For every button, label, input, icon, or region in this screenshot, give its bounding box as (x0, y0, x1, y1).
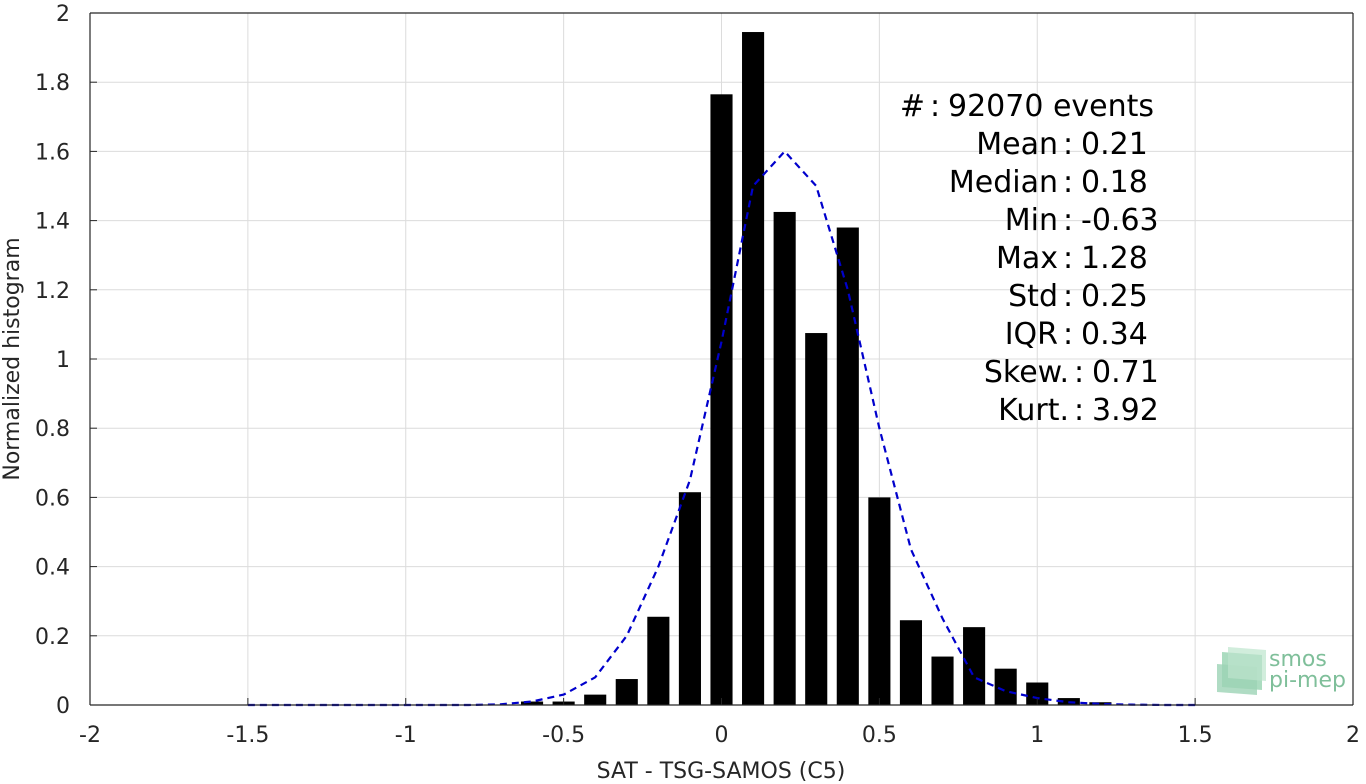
logo-graphic (1217, 647, 1266, 695)
bars (520, 32, 1112, 705)
x-tick-label: -0.5 (542, 723, 585, 748)
x-tick-label: 0.5 (862, 723, 897, 748)
stat-colon: : (1063, 241, 1073, 276)
stat-label: Std (1008, 279, 1058, 314)
logo-line-2: pi-mep (1269, 668, 1346, 693)
histogram-bar (773, 211, 796, 705)
stat-value: 3.92 (1092, 393, 1159, 428)
y-tick-label: 0.6 (35, 486, 70, 511)
x-axis-label: SAT - TSG-SAMOS (C5) (597, 759, 846, 784)
x-tick-label: -1.5 (226, 723, 269, 748)
stat-value: 0.71 (1092, 355, 1159, 390)
y-tick-label: 0 (56, 694, 70, 719)
histogram-bar (963, 627, 986, 705)
histogram-bar (615, 679, 638, 705)
x-tick-labels: -2 -1.5 -1 -0.5 0 0.5 1 1.5 2 (79, 723, 1360, 748)
stat-label: # (900, 89, 925, 124)
stat-colon: : (1074, 393, 1084, 428)
stat-colon: : (1063, 165, 1073, 200)
logo-line-1: smos (1269, 647, 1327, 672)
histogram-bar (742, 32, 765, 705)
x-tick-label: 0 (715, 723, 729, 748)
stat-colon: : (1063, 317, 1073, 352)
stat-label: IQR (1005, 317, 1058, 352)
stat-colon: : (1063, 203, 1073, 238)
histogram-bar (1089, 702, 1112, 705)
histogram-bar (520, 701, 544, 705)
y-tick-label: 1 (56, 348, 70, 373)
histogram-bar (647, 616, 670, 705)
stat-colon: : (1063, 127, 1073, 162)
stat-colon: : (930, 89, 940, 124)
axes (89, 12, 1354, 706)
stat-label: Median (949, 165, 1058, 200)
histogram-bar (710, 94, 733, 705)
histogram-bar (1026, 682, 1049, 705)
histogram-bar (899, 620, 923, 705)
stat-colon: : (1063, 279, 1073, 314)
y-tick-label: 0.8 (35, 417, 70, 442)
stat-label: Kurt. (998, 393, 1069, 428)
stat-value: 92070 events (948, 89, 1154, 124)
histogram-bar (836, 227, 859, 705)
stat-label: Mean (976, 127, 1058, 162)
x-tick-label: 1 (1030, 723, 1044, 748)
y-tick-label: 0.4 (35, 556, 70, 581)
y-tick-label: 1.6 (35, 140, 70, 165)
y-tick-label: 1.8 (35, 71, 70, 96)
stat-label: Min (1005, 203, 1058, 238)
stat-value: -0.63 (1081, 203, 1159, 238)
stat-label: Skew. (984, 355, 1069, 390)
stat-value: 1.28 (1081, 241, 1148, 276)
x-tick-label: -2 (79, 723, 101, 748)
histogram-bar (868, 497, 891, 705)
y-tick-label: 1.2 (35, 279, 70, 304)
stat-value: 0.25 (1081, 279, 1148, 314)
y-tick-label: 1.4 (35, 210, 70, 235)
stat-value: 0.34 (1081, 317, 1148, 352)
y-tick-label: 2 (56, 2, 70, 27)
stat-value: 0.18 (1081, 165, 1148, 200)
histogram-bar (678, 492, 701, 705)
y-tick-label: 0.2 (35, 625, 70, 650)
smos-pi-mep-logo: smos pi-mep (1217, 647, 1346, 695)
stat-label: Max (996, 241, 1058, 276)
histogram-bar (805, 333, 828, 705)
x-tick-label: 2 (1346, 723, 1360, 748)
stat-colon: : (1074, 355, 1084, 390)
stat-value: 0.21 (1081, 127, 1148, 162)
y-axis-label: Normalized histogram (0, 237, 25, 480)
histogram-bar (584, 694, 607, 705)
x-tick-label: 1.5 (1178, 723, 1213, 748)
histogram-bar (994, 668, 1017, 705)
x-tick-label: -1 (395, 723, 417, 748)
histogram-bar (931, 656, 954, 705)
y-tick-labels: 0 0.2 0.4 0.6 0.8 1 1.2 1.4 1.6 1.8 2 (35, 2, 70, 719)
